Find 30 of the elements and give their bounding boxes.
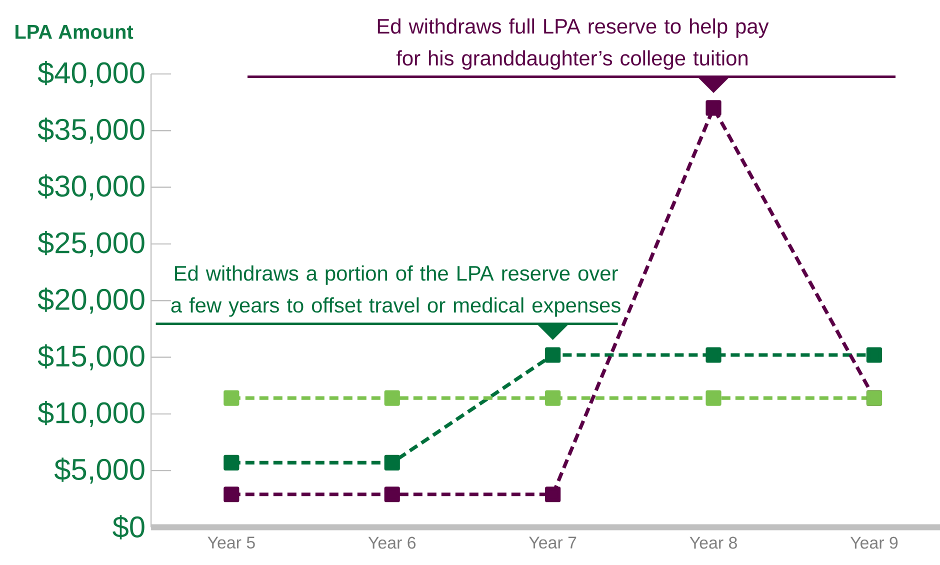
point: [545, 486, 561, 502]
point: [384, 390, 400, 406]
y-tick-label: $20,000: [38, 288, 144, 314]
annotation: Ed withdraws a portion of the LPA reserve over a few years to offset travel or medical expenses: [171, 265, 620, 317]
point: [545, 347, 561, 363]
y-tick-label: $30,000: [38, 174, 144, 200]
y-tick-label: $40,000: [38, 60, 144, 87]
point: [545, 390, 561, 406]
y-tick-label: $25,000: [38, 230, 144, 257]
x-tick-label: Year 9: [850, 536, 898, 549]
x-tick-label: Year 6: [368, 536, 416, 549]
point: [224, 486, 240, 502]
point: [384, 486, 400, 502]
point: [706, 347, 722, 363]
y-tick-label: $5,000: [54, 458, 144, 484]
y-axis-title: LPA Amount: [16, 25, 134, 39]
point: [224, 454, 240, 470]
point: [706, 390, 722, 406]
point: [384, 454, 400, 470]
point: [706, 100, 722, 116]
y-tick-label: $15,000: [38, 344, 144, 370]
point: [866, 347, 882, 363]
point: [224, 390, 240, 406]
x-tick-label: Year 5: [208, 536, 255, 549]
y-tick-label: $35,000: [38, 118, 144, 144]
annotation: Ed withdraws full LPA reserve to help pay for his granddaughter’s college tuition: [378, 18, 769, 70]
y-tick-label: $10,000: [38, 400, 144, 427]
y-tick-label: $0: [112, 515, 144, 540]
x-tick-label: Year 8: [690, 536, 737, 549]
x-tick-label: Year 7: [529, 536, 576, 549]
